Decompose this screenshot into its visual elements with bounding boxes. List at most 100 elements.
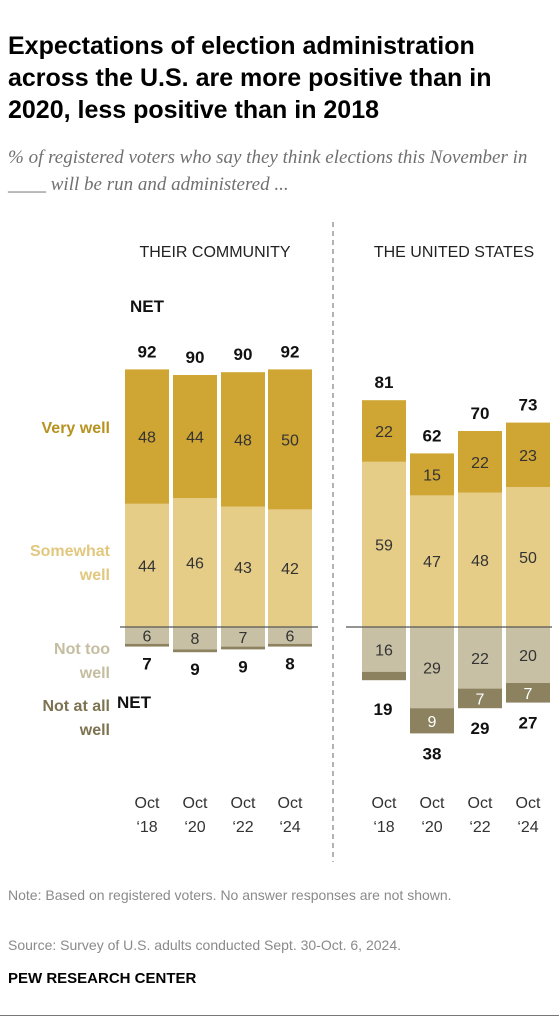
net-negative-label: 9 [190, 660, 199, 679]
data-label-very-well: 22 [471, 455, 489, 472]
x-tick-label: ‘20 [184, 819, 205, 836]
bar-very-well [506, 422, 550, 487]
chart-subtitle: % of registered voters who say they thin… [8, 147, 528, 195]
legend-not-at-all-well: Not at all [42, 698, 110, 715]
data-label-somewhat-well: 43 [234, 560, 252, 577]
net-positive-label: 62 [423, 426, 442, 445]
bar-not-at-all-well [221, 646, 265, 650]
x-tick-label: ‘24 [517, 819, 538, 836]
net-positive-label: 90 [186, 348, 205, 367]
bar-somewhat-well [506, 487, 550, 627]
data-label-not-too-well: 29 [423, 661, 441, 678]
legend-somewhat-well: Somewhat [30, 543, 111, 560]
source-text: Source: Survey of U.S. adults conducted … [8, 937, 401, 953]
bar-not-too-well [268, 627, 312, 644]
bar-not-at-all-well [362, 671, 406, 681]
bar-not-at-all-well [410, 708, 454, 734]
data-label-not-too-well: 8 [191, 631, 200, 648]
net-positive-label: 81 [375, 373, 394, 392]
data-label-not-too-well: 7 [239, 630, 248, 647]
data-label-not-at-all-well: 7 [524, 686, 533, 703]
bar-somewhat-well [268, 509, 312, 627]
x-tick-label: Oct [372, 795, 397, 812]
data-label-somewhat-well: 59 [375, 537, 393, 554]
x-tick-label: ‘18 [373, 819, 394, 836]
bar-not-at-all-well [268, 643, 312, 647]
data-label-very-well: 48 [138, 430, 156, 447]
bar-not-too-well [173, 627, 217, 650]
bar-not-too-well [410, 627, 454, 709]
x-tick-label: Oct [278, 795, 303, 812]
x-tick-label: ‘20 [421, 819, 442, 836]
x-tick-label: ‘22 [232, 819, 253, 836]
net-positive-label: 70 [471, 404, 490, 423]
bar-very-well [221, 372, 265, 507]
bar-not-too-well [458, 627, 502, 689]
net-negative-label: 9 [238, 657, 247, 676]
data-label-somewhat-well: 44 [138, 558, 156, 575]
bar-somewhat-well [173, 498, 217, 627]
x-tick-label: ‘22 [469, 819, 490, 836]
bar-not-too-well [125, 627, 169, 644]
data-label-very-well: 15 [423, 467, 441, 484]
data-label-not-too-well: 6 [286, 628, 295, 645]
legend-somewhat-well: well [79, 567, 110, 584]
bar-somewhat-well [458, 492, 502, 627]
bar-somewhat-well [221, 506, 265, 627]
net-label-bottom: NET [117, 693, 152, 712]
net-negative-label: 38 [423, 744, 442, 763]
data-label-somewhat-well: 47 [423, 554, 441, 571]
bar-very-well [362, 400, 406, 462]
bar-not-at-all-well [173, 649, 217, 653]
bar-not-at-all-well [506, 683, 550, 703]
bar-very-well [125, 369, 169, 504]
legend-not-too-well: well [79, 665, 110, 682]
note-text: Note: Based on registered voters. No ans… [8, 887, 452, 903]
x-tick-label: Oct [468, 795, 493, 812]
data-label-not-too-well: 6 [143, 628, 152, 645]
data-label-somewhat-well: 50 [519, 550, 537, 567]
data-label-very-well: 50 [281, 432, 299, 449]
x-tick-label: Oct [420, 795, 445, 812]
data-label-not-at-all-well: 9 [428, 714, 437, 731]
chart-area: THEIR COMMUNITY48446927Oct‘1844468909Oct… [30, 222, 552, 862]
bottom-divider [0, 1015, 559, 1016]
bar-somewhat-well [125, 503, 169, 627]
bar-somewhat-well [410, 495, 454, 627]
data-label-not-too-well: 22 [471, 651, 489, 668]
net-label-top: NET [130, 297, 165, 316]
data-label-very-well: 48 [234, 432, 252, 449]
data-label-very-well: 22 [375, 424, 393, 441]
chart-title: Expectations of election administration … [8, 32, 492, 124]
data-label-very-well: 23 [519, 448, 537, 465]
bar-not-too-well [506, 627, 550, 683]
x-tick-label: Oct [135, 795, 160, 812]
net-positive-label: 73 [519, 396, 538, 415]
net-negative-label: 8 [285, 655, 294, 674]
x-tick-label: Oct [231, 795, 256, 812]
bar-not-at-all-well [125, 643, 169, 647]
net-negative-label: 27 [519, 714, 538, 733]
x-tick-label: Oct [183, 795, 208, 812]
bar-not-at-all-well [458, 688, 502, 709]
data-label-somewhat-well: 42 [281, 561, 299, 578]
data-label-very-well: 44 [186, 430, 204, 447]
bar-very-well [268, 369, 312, 510]
brand-logo-text: PEW RESEARCH CENTER [8, 970, 197, 987]
legend-not-at-all-well: well [79, 722, 110, 739]
data-label-somewhat-well: 48 [471, 553, 489, 570]
bar-very-well [410, 453, 454, 496]
data-label-not-too-well: 16 [375, 642, 393, 659]
bar-somewhat-well [362, 461, 406, 627]
net-positive-label: 90 [234, 345, 253, 364]
bar-not-too-well [221, 627, 265, 647]
panel-title: THEIR COMMUNITY [139, 244, 290, 261]
net-positive-label: 92 [281, 342, 300, 361]
bar-very-well [173, 375, 217, 499]
legend-very-well: Very well [42, 420, 111, 437]
bar-not-too-well [362, 627, 406, 672]
legend-not-too-well: Not too [54, 641, 110, 658]
net-negative-label: 29 [471, 719, 490, 738]
net-negative-label: 19 [374, 700, 393, 719]
panel-title: THE UNITED STATES [374, 244, 534, 261]
